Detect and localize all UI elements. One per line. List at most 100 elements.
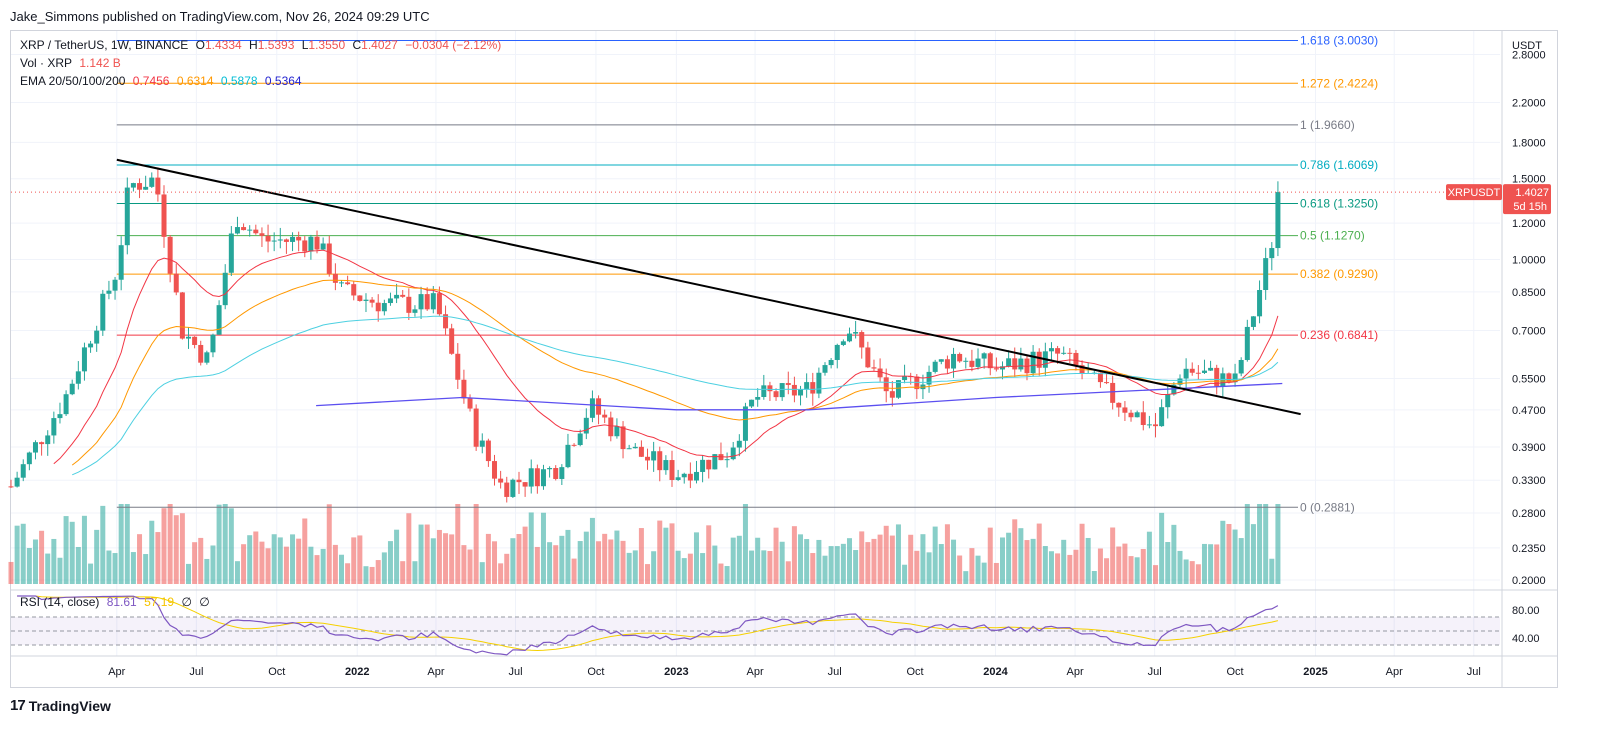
publisher-line: Jake_Simmons published on TradingView.co… [10,9,430,24]
candle-body [222,272,228,306]
volume-bar [687,553,693,584]
volume-bar [791,526,797,584]
candle-body [1018,358,1024,370]
candle-body [63,394,69,415]
volume-bar [247,535,253,584]
volume-bar [693,532,699,584]
candle-body [1036,351,1042,368]
volume-bar [749,550,755,584]
rsi-tick-label: 40.00 [1512,633,1540,645]
volume-bar [1140,548,1146,584]
legend-vol-value: 1.142 B [79,56,121,70]
candle-body [840,341,846,345]
candle-body [632,446,638,449]
candle-body [810,382,816,394]
candle-body [1232,373,1238,383]
candle-body [100,293,106,331]
volume-bar [1091,571,1097,584]
candle-body [785,383,791,385]
volume-bar [859,531,865,584]
price-badge [1503,184,1551,215]
volume-bar [20,523,26,584]
candle-body [234,227,240,234]
candle-body [449,328,455,354]
volume-bar [908,534,914,584]
candle-body [602,414,608,418]
ema200-line [316,382,1283,411]
fib-label: 1.272 (2.4224) [1300,76,1378,90]
volume-bar [767,550,773,584]
candle-body [749,399,755,407]
legend-ema200-value: 0.5364 [264,74,302,88]
candle-body [871,367,877,369]
volume-bar [834,546,840,584]
candle-body [779,383,785,398]
candle-body [192,336,198,345]
candle-body [247,229,253,231]
candle-body [1263,258,1269,291]
candle-body [369,299,375,303]
time-tick-label: Jul [1148,666,1162,678]
volume-bar [1110,527,1116,584]
ema-lines [53,249,1283,476]
candle-body [1275,192,1281,249]
volume-bar [241,544,247,584]
footer-brand[interactable]: 17 TradingView [10,697,111,714]
volume-bar [424,524,430,584]
candle-body [210,334,216,353]
volume-bar [479,562,485,584]
candle-body [957,353,963,362]
volume-bar [345,563,351,584]
time-tick-label: Apr [427,666,444,678]
price-tick-label: 0.8500 [1512,287,1546,299]
candle-body [277,239,283,241]
volume-bar [228,508,234,584]
candle-body [846,333,852,342]
legend-ema100-value: 0.5878 [220,74,258,88]
legend-symbol[interactable]: XRP / TetherUS, 1W, BINANCE [20,38,189,52]
volume-bar [363,566,369,584]
volume-bar [534,546,540,584]
volume-bar [516,534,522,584]
legend-vol-label[interactable]: Vol · XRP [20,56,73,70]
volume-bar [828,546,834,584]
candle-body [430,293,436,310]
price-tick-label: 0.5500 [1512,374,1546,386]
legend-ema-label[interactable]: EMA 20/50/100/200 [20,74,126,88]
time-axis: Apr Jul Oct 2022 Apr Jul Oct 2023 Apr Jul Oct 2024 A… [108,666,1481,678]
volume-bar [944,524,950,584]
volume-bar [840,543,846,584]
volume-bar [1067,554,1073,584]
legend-h-value: 1.5393 [257,38,295,52]
volume-bar [865,542,871,584]
volume-bar [510,538,516,584]
candle-body [614,426,620,437]
volume-bar [69,521,75,584]
volume-bar [387,541,393,584]
legend-l-label: L [301,38,309,52]
volume-bar [969,548,975,584]
volume-bar [963,571,969,584]
ema100-line [72,315,1279,476]
volume-bar [357,535,363,584]
candle-body [357,295,363,301]
current-price-badge: XRPUSDT 1.4027 5d 15h [11,184,1551,215]
volume-bar [547,542,553,584]
volume-bar [804,539,810,584]
legend-rsi-label[interactable]: RSI (14, close) [20,595,100,609]
volume-bar [1122,543,1128,584]
price-axis-unit[interactable]: USDT [1512,40,1542,52]
time-tick-label: 2024 [983,666,1008,678]
volume-bar [589,517,595,584]
volume-bar [645,564,651,584]
volume-bar [381,552,387,584]
candle-body [963,360,969,362]
volume-bar [320,548,326,584]
volume-bar [100,505,106,584]
candle-body [265,235,271,242]
candle-body [14,477,20,487]
time-tick-label: Apr [1067,666,1084,678]
volume-bar [394,529,400,584]
volume-bar [32,539,38,584]
